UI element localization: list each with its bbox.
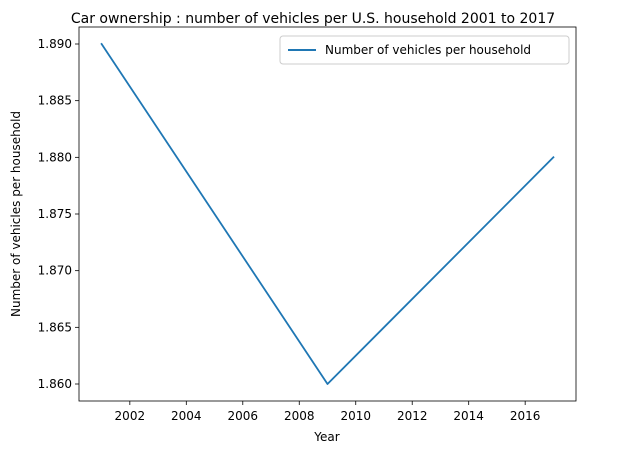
- legend-box: [279, 35, 570, 65]
- y-tick-label: 1.890: [38, 37, 72, 51]
- plot-area: [79, 27, 576, 401]
- y-tick-label: 1.885: [38, 94, 72, 108]
- legend: Number of vehicles per household: [279, 35, 570, 65]
- y-tick-label: 1.880: [38, 150, 72, 164]
- x-axis-label: Year: [313, 430, 339, 444]
- chart-title: Car ownership : number of vehicles per U…: [71, 11, 555, 27]
- x-tick-label: 2010: [340, 409, 371, 423]
- x-tick-label: 2008: [284, 409, 315, 423]
- plot-frame: [78, 26, 577, 402]
- y-axis-ticks: 1.860 1.865 1.870 1.875 1.880 1.885 1.890: [38, 37, 79, 391]
- x-tick-label: 2004: [171, 409, 202, 423]
- y-tick-label: 1.865: [38, 320, 72, 334]
- x-tick-label: 2014: [453, 409, 484, 423]
- legend-entry-label: Number of vehicles per household: [325, 43, 531, 57]
- x-axis-ticks: 2002 2004 2006 2008 2010 2012 2014 2016: [115, 401, 541, 423]
- series-layer: [100, 42, 555, 385]
- x-tick-label: 2006: [228, 409, 259, 423]
- y-tick-label: 1.860: [38, 377, 72, 391]
- x-tick-label: 2002: [115, 409, 146, 423]
- x-tick-label: 2012: [397, 409, 428, 423]
- series-line: [100, 42, 555, 385]
- x-tick-label: 2016: [510, 409, 541, 423]
- y-tick-label: 1.870: [38, 264, 72, 278]
- y-axis-label: Number of vehicles per household: [9, 111, 23, 317]
- y-tick-label: 1.875: [38, 207, 72, 221]
